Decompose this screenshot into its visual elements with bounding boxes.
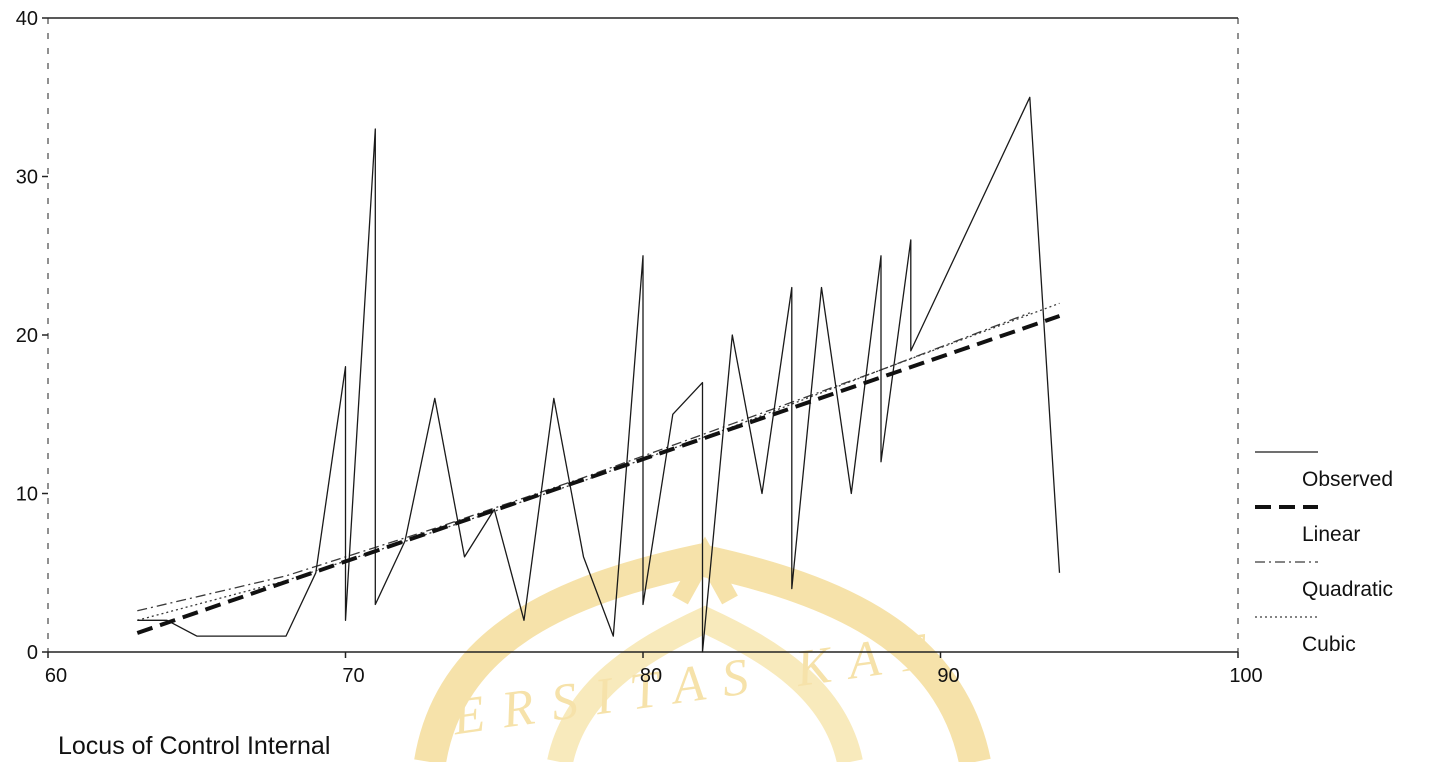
y-tick-label: 40 bbox=[16, 8, 38, 30]
y-tick-label: 10 bbox=[16, 484, 38, 506]
series-line-linear bbox=[136, 314, 1061, 635]
y-tick-label: 20 bbox=[16, 325, 38, 347]
y-tick-label: 30 bbox=[16, 167, 38, 189]
y-tick-label: 0 bbox=[27, 642, 38, 664]
legend: Observed Linear Quadratic Cubic bbox=[1255, 451, 1393, 656]
legend-label-linear: Linear bbox=[1302, 523, 1360, 546]
x-axis-ticks: 60 70 80 90 100 bbox=[45, 652, 1263, 687]
x-tick-label: 90 bbox=[937, 665, 959, 687]
x-axis-label: Locus of Control Internal bbox=[58, 732, 330, 760]
x-tick-label: 80 bbox=[640, 665, 662, 687]
y-axis-ticks: 0 10 20 30 40 bbox=[16, 8, 48, 664]
legend-label-observed: Observed bbox=[1302, 468, 1393, 491]
watermark-seal-peak bbox=[672, 536, 738, 605]
x-tick-label: 100 bbox=[1229, 665, 1262, 687]
series-layer bbox=[136, 96, 1061, 653]
x-tick-label: 60 bbox=[45, 665, 67, 687]
x-tick-label: 70 bbox=[342, 665, 364, 687]
legend-label-cubic: Cubic bbox=[1302, 633, 1356, 656]
series-line-quadratic bbox=[137, 312, 1031, 612]
legend-label-quadratic: Quadratic bbox=[1302, 578, 1393, 601]
series-line-observed bbox=[137, 96, 1061, 653]
